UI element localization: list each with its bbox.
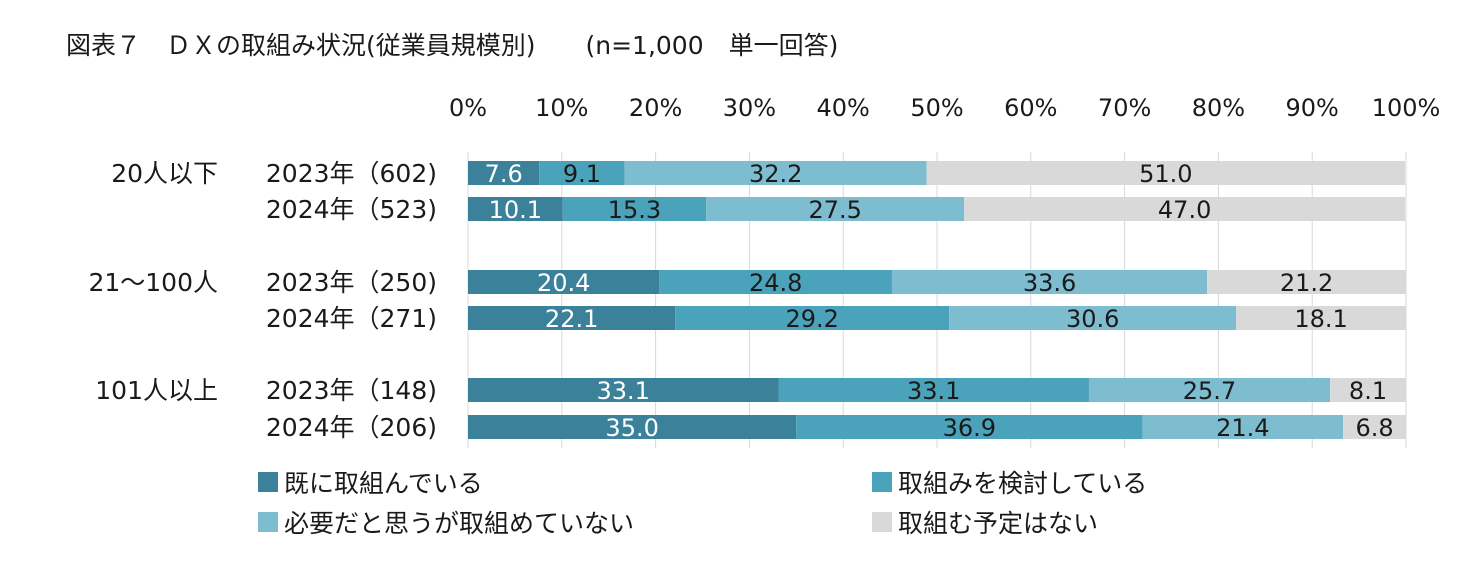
data-label: 18.1 <box>1294 305 1347 333</box>
legend-label-considering: 取組みを検討している <box>898 469 1148 498</box>
row-label: 2024年（523) <box>266 195 437 224</box>
bar-segment <box>1142 415 1344 439</box>
data-label: 22.1 <box>545 305 598 333</box>
x-tick-label: 60% <box>1004 94 1057 122</box>
data-label: 25.7 <box>1183 377 1236 405</box>
x-tick-label: 20% <box>629 94 682 122</box>
row-label: 2024年（206) <box>266 413 437 442</box>
row-label: 2023年（250) <box>266 268 437 297</box>
data-label: 27.5 <box>809 196 862 224</box>
data-label: 10.1 <box>489 196 542 224</box>
data-label: 6.8 <box>1355 414 1393 442</box>
data-label: 9.1 <box>563 160 601 188</box>
bar-segment <box>1088 378 1331 402</box>
bar-segment <box>926 161 1406 185</box>
data-label: 24.8 <box>749 269 802 297</box>
bar-segment <box>675 306 950 330</box>
data-label: 51.0 <box>1139 160 1192 188</box>
data-label: 7.6 <box>485 160 523 188</box>
legend-item-already: 既に取組んでいる <box>258 464 483 500</box>
bar-segment <box>891 270 1208 294</box>
bar-segment <box>468 378 779 402</box>
group-label: 20人以下 <box>111 159 218 188</box>
data-label: 36.9 <box>943 414 996 442</box>
bar-segment <box>796 415 1143 439</box>
data-label: 33.1 <box>597 377 650 405</box>
legend-item-no-plan: 取組む予定はない <box>872 504 1098 540</box>
data-label: 33.6 <box>1023 269 1076 297</box>
group-label: 21～100人 <box>88 268 218 297</box>
bar-segment <box>1343 415 1406 439</box>
bar-segment <box>468 306 676 330</box>
bar-segment <box>539 161 625 185</box>
legend-label-no-plan: 取組む予定はない <box>898 509 1099 538</box>
legend-swatch-already <box>258 472 278 492</box>
bar-segment <box>706 197 965 221</box>
bar-segment <box>964 197 1406 221</box>
bar-segment <box>1236 306 1406 330</box>
x-tick-label: 30% <box>723 94 776 122</box>
row-label: 2024年（271) <box>266 304 437 333</box>
legend-swatch-no-plan <box>872 512 892 532</box>
x-tick-label: 90% <box>1286 94 1339 122</box>
legend-swatch-considering <box>872 472 892 492</box>
legend-label-already: 既に取組んでいる <box>284 469 483 498</box>
data-label: 29.2 <box>786 305 839 333</box>
data-label: 30.6 <box>1066 305 1119 333</box>
legend-item-considering: 取組みを検討している <box>872 464 1147 500</box>
data-label: 33.1 <box>907 377 960 405</box>
bar-segment <box>562 197 707 221</box>
bar-segment <box>468 415 797 439</box>
group-label: 101人以上 <box>95 376 218 405</box>
data-label: 32.2 <box>749 160 802 188</box>
x-tick-label: 70% <box>1098 94 1151 122</box>
data-label: 21.2 <box>1280 269 1333 297</box>
bar-segment <box>468 270 660 294</box>
data-label: 15.3 <box>608 196 661 224</box>
data-label: 20.4 <box>537 269 590 297</box>
legend-swatch-needed <box>258 512 278 532</box>
x-tick-label: 0% <box>449 94 487 122</box>
bar-segment <box>624 161 927 185</box>
x-tick-label: 100% <box>1372 94 1441 122</box>
bar-segment <box>778 378 1089 402</box>
bar-segment <box>659 270 892 294</box>
bar-segment <box>1207 270 1406 294</box>
bar-segment <box>1330 378 1406 402</box>
data-label: 8.1 <box>1349 377 1387 405</box>
x-tick-label: 40% <box>817 94 870 122</box>
bar-segment <box>468 197 563 221</box>
data-label: 35.0 <box>605 414 658 442</box>
legend-label-needed: 必要だと思うが取組めていない <box>284 509 635 538</box>
data-label: 47.0 <box>1158 196 1211 224</box>
x-tick-label: 80% <box>1192 94 1245 122</box>
bar-segment <box>468 161 540 185</box>
data-label: 21.4 <box>1216 414 1269 442</box>
row-label: 2023年（148) <box>266 376 437 405</box>
x-tick-label: 50% <box>910 94 963 122</box>
chart-title: 図表７ ＤＸの取組み状況(従業員規模別) (n=1,000 単一回答) <box>66 31 839 60</box>
legend-item-needed: 必要だと思うが取組めていない <box>258 504 634 540</box>
x-tick-label: 10% <box>535 94 588 122</box>
row-label: 2023年（602) <box>266 159 437 188</box>
bar-segment <box>949 306 1237 330</box>
